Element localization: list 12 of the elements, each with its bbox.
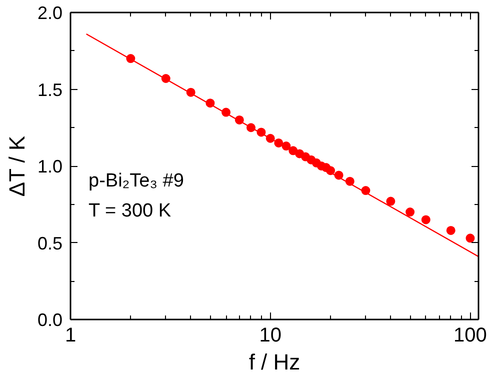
- y-tick-label: 0.0: [37, 310, 63, 330]
- annotation: T = 300 K: [88, 200, 172, 222]
- y-tick-label: 1.5: [37, 80, 63, 100]
- y-tick-label: 1.0: [37, 156, 63, 176]
- x-tick-label: 1: [64, 324, 76, 346]
- annotation: p-Bi₂Te₃ #9: [88, 170, 184, 192]
- x-tick-label: 10: [259, 324, 282, 346]
- y-tick-label: 2.0: [37, 3, 63, 23]
- y-axis-title: ΔT / K: [4, 136, 30, 197]
- y-tick-label: 0.5: [37, 233, 63, 254]
- x-axis-title: f / Hz: [248, 350, 300, 374]
- x-tick-label: 100: [454, 324, 487, 346]
